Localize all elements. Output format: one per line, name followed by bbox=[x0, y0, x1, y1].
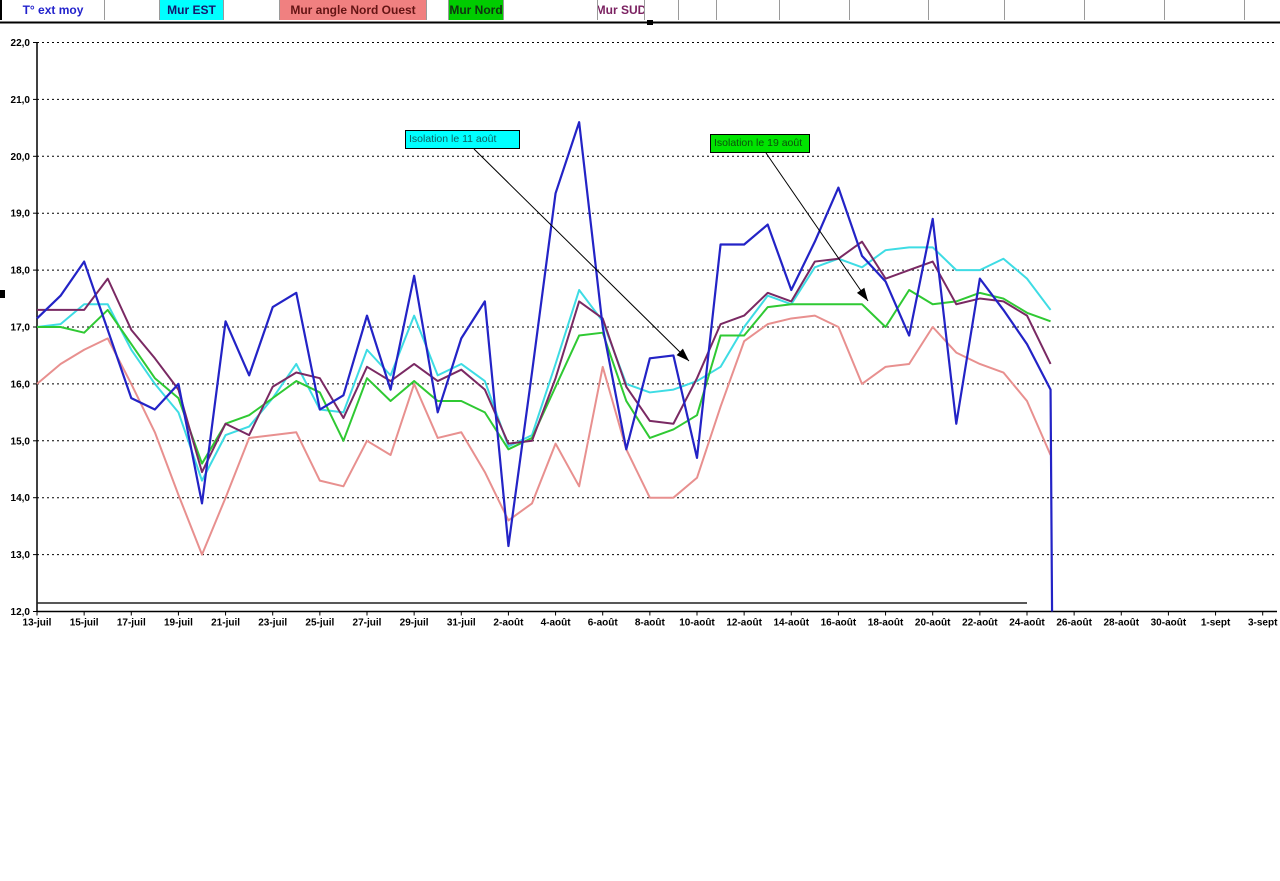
legend-row: T° ext moy Mur EST Mur angle Nord Ouest Mur… bbox=[0, 0, 1280, 20]
annotation-isolation-11-aout-label: Isolation le 11 août bbox=[409, 133, 497, 145]
x-tick-label-28-août: 28-août bbox=[1103, 618, 1139, 629]
x-tick-label-8-août: 8-août bbox=[635, 618, 666, 629]
x-tick-label-17-juil: 17-juil bbox=[117, 618, 146, 629]
x-tick-label-26-août: 26-août bbox=[1056, 618, 1092, 629]
selection-handle-0[interactable] bbox=[647, 19, 653, 25]
legend-cell-empty-13[interactable] bbox=[850, 0, 929, 20]
x-tick-label-30-août: 30-août bbox=[1151, 618, 1187, 629]
selection-handle-1[interactable] bbox=[0, 290, 5, 298]
x-tick-label-21-juil: 21-juil bbox=[211, 618, 240, 629]
x-tick-label-15-juil: 15-juil bbox=[70, 618, 99, 629]
legend-cell-empty-7[interactable] bbox=[504, 0, 598, 20]
x-tick-label-23-juil: 23-juil bbox=[258, 618, 287, 629]
y-tick-label-18: 18,0 bbox=[11, 266, 31, 277]
x-tick-label-12-août: 12-août bbox=[726, 618, 762, 629]
y-tick-label-21: 21,0 bbox=[11, 95, 31, 106]
legend-cell-empty-11[interactable] bbox=[717, 0, 780, 20]
legend-cell-empty-16[interactable] bbox=[1085, 0, 1165, 20]
series-line-t-ext-moy bbox=[36, 121, 1054, 612]
y-tick-label-15: 15,0 bbox=[11, 436, 31, 447]
x-tick-label-20-août: 20-août bbox=[915, 618, 951, 629]
y-tick-label-13: 13,0 bbox=[11, 550, 31, 561]
legend-cell-empty-9[interactable] bbox=[645, 0, 679, 20]
annotation-isolation-11-aout[interactable]: Isolation le 11 août bbox=[405, 130, 520, 149]
legend-cell-mur-angle-nord-ouest[interactable]: Mur angle Nord Ouest bbox=[280, 0, 427, 20]
x-tick-label-4-août: 4-août bbox=[541, 618, 572, 629]
y-tick-label-14: 14,0 bbox=[11, 493, 31, 504]
series-line-mur-angle-nord-ouest bbox=[36, 314, 1052, 556]
x-tick-label-1-sept: 1-sept bbox=[1201, 618, 1231, 629]
legend-cell-empty-5[interactable] bbox=[427, 0, 449, 20]
legend-cell-empty-12[interactable] bbox=[780, 0, 850, 20]
x-tick-label-22-août: 22-août bbox=[962, 618, 998, 629]
annotation-isolation-19-aout[interactable]: Isolation le 19 août bbox=[710, 134, 810, 153]
annotation-arrowhead-1 bbox=[856, 287, 868, 301]
legend-cell-mur-nord[interactable]: Mur Nord bbox=[449, 0, 504, 20]
legend-cell-mur-est[interactable]: Mur EST bbox=[160, 0, 224, 20]
x-tick-label-6-août: 6-août bbox=[588, 618, 619, 629]
legend-cell-t-ext-moy[interactable]: T° ext moy bbox=[2, 0, 105, 20]
y-tick-label-19: 19,0 bbox=[11, 209, 31, 220]
y-tick-label-22: 22,0 bbox=[11, 38, 31, 49]
x-tick-label-18-août: 18-août bbox=[868, 618, 904, 629]
y-tick-label-20: 20,0 bbox=[11, 152, 31, 163]
x-tick-label-16-août: 16-août bbox=[821, 618, 857, 629]
x-tick-label-25-juil: 25-juil bbox=[305, 618, 334, 629]
x-tick-label-27-juil: 27-juil bbox=[353, 618, 382, 629]
annotation-arrowhead-0 bbox=[676, 348, 689, 361]
x-tick-label-13-juil: 13-juil bbox=[23, 618, 52, 629]
series-line-mur-sud bbox=[37, 240, 1052, 474]
legend-cell-empty-1[interactable] bbox=[105, 0, 160, 20]
annotation-isolation-19-aout-label: Isolation le 19 août bbox=[714, 137, 803, 149]
x-tick-label-24-août: 24-août bbox=[1009, 618, 1045, 629]
series-line-mur-nord bbox=[37, 289, 1051, 465]
legend-cell-empty-14[interactable] bbox=[929, 0, 1005, 20]
x-tick-label-2-août: 2-août bbox=[493, 618, 524, 629]
legend-cell-empty-10[interactable] bbox=[679, 0, 717, 20]
y-tick-label-16: 16,0 bbox=[11, 379, 31, 390]
annotation-arrow-line-0 bbox=[473, 148, 690, 362]
legend-cell-empty-18[interactable] bbox=[1245, 0, 1280, 20]
y-tick-label-17: 17,0 bbox=[11, 323, 31, 334]
x-tick-label-3-sept: 3-sept bbox=[1248, 618, 1278, 629]
legend-cell-empty-3[interactable] bbox=[224, 0, 280, 20]
annotation-arrow-line-1 bbox=[765, 152, 869, 302]
legend-cell-empty-17[interactable] bbox=[1165, 0, 1245, 20]
legend-cell-empty-15[interactable] bbox=[1005, 0, 1085, 20]
x-tick-label-19-juil: 19-juil bbox=[164, 618, 193, 629]
y-tick-label-12: 12,0 bbox=[11, 607, 31, 618]
legend-cell-mur-sud[interactable]: Mur SUD bbox=[598, 0, 645, 20]
x-tick-label-29-juil: 29-juil bbox=[400, 618, 429, 629]
x-tick-label-14-août: 14-août bbox=[773, 618, 809, 629]
x-tick-label-10-août: 10-août bbox=[679, 618, 715, 629]
x-tick-label-31-juil: 31-juil bbox=[447, 618, 476, 629]
